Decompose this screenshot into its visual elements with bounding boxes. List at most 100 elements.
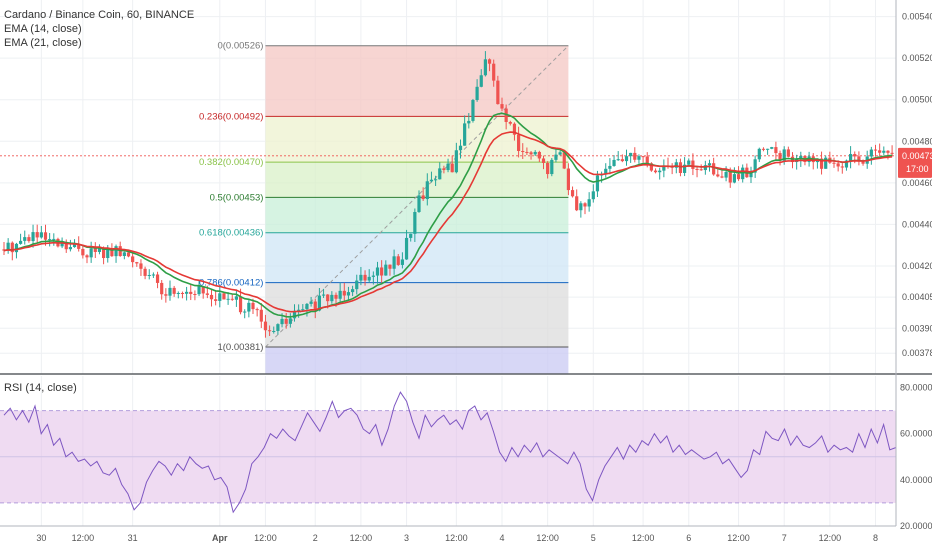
- fib-level-label: 0.382(0.00470): [199, 157, 263, 168]
- candle-body: [479, 75, 483, 87]
- candle-body: [695, 168, 699, 170]
- candle-body: [102, 247, 106, 259]
- candle-body: [355, 280, 359, 290]
- candle-body: [836, 163, 840, 167]
- candle-body: [786, 149, 790, 157]
- price-tick-label: 0.00500: [902, 95, 932, 105]
- fib-zone: [265, 282, 569, 347]
- candle-body: [93, 248, 97, 252]
- time-tick-label: 12:00: [819, 533, 842, 543]
- candle-body: [143, 268, 147, 276]
- candle-body: [176, 292, 180, 294]
- candle-body: [226, 298, 230, 300]
- candle-body: [844, 160, 849, 168]
- candle-body: [230, 298, 234, 300]
- candle-body: [840, 166, 844, 168]
- ema14-legend[interactable]: EMA (14, close): [4, 23, 82, 35]
- candle-body: [653, 170, 658, 173]
- candle-body: [413, 211, 417, 234]
- ema21-line: [3, 131, 893, 313]
- candle-body: [10, 242, 14, 253]
- time-tick-label: 12:00: [536, 533, 559, 543]
- rsi-line: [3, 391, 897, 514]
- candle-body: [716, 174, 720, 177]
- candle-body: [135, 262, 139, 264]
- candle-body: [147, 274, 151, 276]
- candle-body: [367, 276, 371, 281]
- candle-body: [683, 164, 687, 173]
- candle-body: [309, 301, 313, 304]
- candle-body: [882, 150, 886, 153]
- candle-body: [890, 152, 894, 154]
- candle-body: [591, 191, 595, 200]
- candle-body: [272, 330, 276, 332]
- candle-body: [678, 162, 683, 173]
- candle-body: [454, 150, 458, 173]
- candle-body: [616, 159, 620, 161]
- candle-body: [720, 176, 724, 178]
- candle-body: [151, 274, 155, 276]
- candle-body: [346, 292, 351, 296]
- candle-body: [209, 294, 214, 300]
- rsi-legend[interactable]: RSI (14, close): [4, 382, 77, 394]
- candle-body: [31, 232, 35, 242]
- candle-body: [674, 162, 678, 168]
- candle-body: [238, 296, 243, 313]
- candle-body: [629, 152, 633, 157]
- fib-zone: [265, 197, 569, 233]
- candle-body: [475, 86, 479, 101]
- candle-body: [604, 168, 608, 175]
- candle-body: [359, 274, 363, 281]
- fib-level-label: 0(0.00526): [217, 41, 263, 52]
- candle-body: [276, 324, 280, 331]
- candle-body: [392, 256, 396, 269]
- candle-body: [849, 154, 853, 161]
- candle-body: [81, 248, 85, 256]
- candle-body: [292, 310, 297, 319]
- candle-body: [687, 160, 691, 165]
- candle-body: [52, 238, 56, 240]
- candle-body: [39, 232, 43, 238]
- fib-level-label: 0.236(0.00492): [199, 111, 263, 122]
- candle-body: [425, 181, 429, 200]
- time-tick-label: 12:00: [254, 533, 277, 543]
- candle-body: [342, 290, 346, 296]
- candle-body: [97, 247, 102, 252]
- candle-body: [869, 149, 873, 157]
- candle-body: [517, 134, 521, 151]
- candle-body: [554, 154, 558, 160]
- time-tick-label: 4: [499, 533, 504, 543]
- fib-trend-line: [265, 45, 569, 348]
- candle-body: [741, 167, 745, 180]
- ema14-line: [3, 112, 893, 318]
- candle-body: [541, 158, 546, 164]
- candle-body: [334, 294, 338, 299]
- time-tick-label: 31: [128, 533, 138, 543]
- price-tick-label: 0.00540: [902, 12, 932, 22]
- candle-body: [778, 153, 782, 161]
- candle-body: [85, 255, 89, 258]
- candle-body: [72, 244, 77, 248]
- candle-body: [429, 179, 434, 182]
- fibonacci-retracement[interactable]: 0(0.00526) 0.236(0.00492) 0.382(0.00470) 0.…: [0, 41, 896, 374]
- candle-body: [6, 242, 10, 251]
- symbol-title[interactable]: Cardano / Binance Coin, 60, BINANCE: [4, 9, 195, 21]
- price-tick-label: 0.00520: [902, 53, 932, 63]
- candle-body: [492, 63, 496, 81]
- ema21-legend[interactable]: EMA (21, close): [4, 37, 82, 49]
- candle-body: [463, 123, 467, 146]
- candle-body: [172, 287, 176, 294]
- candle-body: [583, 203, 587, 207]
- fib-level-label: 1(0.00381): [217, 342, 263, 353]
- candle-body: [712, 163, 716, 175]
- time-tick-label: 3: [404, 533, 409, 543]
- candle-body: [873, 149, 878, 151]
- candle-body: [338, 290, 342, 299]
- candle-body: [732, 174, 736, 183]
- candle-body: [761, 148, 766, 150]
- candle-body: [749, 172, 753, 178]
- time-tick-label: 6: [686, 533, 691, 543]
- price-tick-label: 0.00420: [902, 261, 932, 271]
